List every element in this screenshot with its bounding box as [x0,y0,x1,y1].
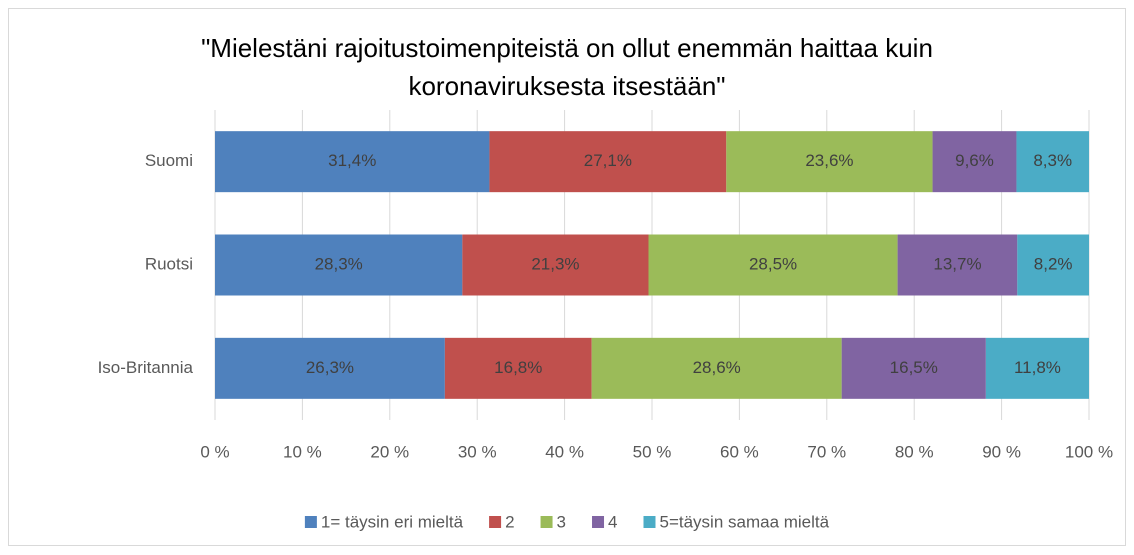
bar-segment [215,337,445,399]
y-tick-label: Iso-Britannia [98,358,194,377]
legend-label: 2 [505,512,514,531]
x-tick-label: 50 % [633,442,672,461]
legend-swatch [592,516,605,528]
x-tick-label: 90 % [982,442,1021,461]
chart-title: koronaviruksesta itsestään" [408,71,725,101]
chart-title: "Mielestäni rajoitustoimenpiteistä on ol… [201,33,933,63]
data-label: 27,1% [584,151,632,170]
y-tick-label: Suomi [145,151,193,170]
bar-segment [215,131,490,193]
x-tick-label: 60 % [720,442,759,461]
legend-swatch [643,516,656,528]
x-tick-label: 30 % [458,442,497,461]
data-label: 26,3% [306,358,354,377]
data-label: 31,4% [328,151,376,170]
data-label: 8,3% [1033,151,1072,170]
data-label: 16,5% [890,358,938,377]
bar-segment [648,234,898,296]
x-tick-label: 70 % [807,442,846,461]
bar-segment [215,234,463,296]
legend-swatch [489,516,502,528]
data-label: 8,2% [1034,254,1073,273]
bar-segment [726,131,933,193]
data-label: 11,8% [1014,358,1061,377]
data-label: 21,3% [531,254,579,273]
data-label: 16,8% [494,358,542,377]
bar-segment [489,131,727,193]
data-label: 28,5% [749,254,797,273]
data-label: 23,6% [805,151,853,170]
y-tick-label: Ruotsi [145,254,193,273]
bar-segment [462,234,649,296]
x-tick-label: 100 % [1065,442,1113,461]
x-tick-label: 20 % [370,442,409,461]
data-label: 28,6% [693,358,741,377]
x-tick-label: 0 % [200,442,229,461]
x-tick-label: 80 % [895,442,934,461]
bar-segment [444,337,592,399]
x-tick-label: 10 % [283,442,322,461]
legend-swatch [540,516,553,528]
legend-label: 3 [557,512,566,531]
bar-segment [591,337,842,399]
bar-segment [1016,131,1089,193]
data-label: 13,7% [933,254,981,273]
data-label: 28,3% [315,254,363,273]
bar-segment [897,234,1018,296]
bar-segment [932,131,1017,193]
bar-segment [841,337,986,399]
legend-label: 5=täysin samaa mieltä [659,512,829,531]
legend-label: 4 [608,512,617,531]
data-label: 9,6% [955,151,994,170]
x-tick-label: 40 % [545,442,584,461]
bar-segment [1017,234,1089,296]
legend-label: 1= täysin eri mieltä [321,512,464,531]
bar-segment [985,337,1089,399]
legend-swatch [304,516,317,528]
